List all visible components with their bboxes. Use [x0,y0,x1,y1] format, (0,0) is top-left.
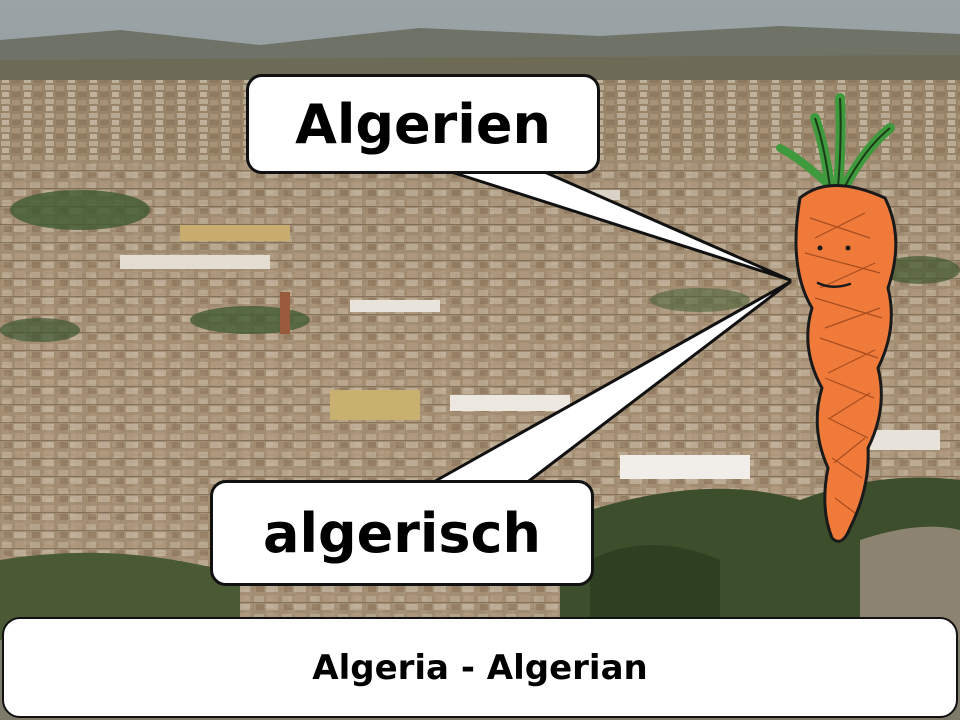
caption-bar: Algeria - Algerian [2,617,958,718]
country-word: Algerien [295,92,551,156]
carrot-character-icon [776,93,898,543]
speech-bubble-adjective: algerisch [210,480,594,586]
adjective-word: algerisch [263,501,541,565]
caption-text: Algeria - Algerian [312,647,648,688]
speech-bubble-country: Algerien [246,74,600,174]
